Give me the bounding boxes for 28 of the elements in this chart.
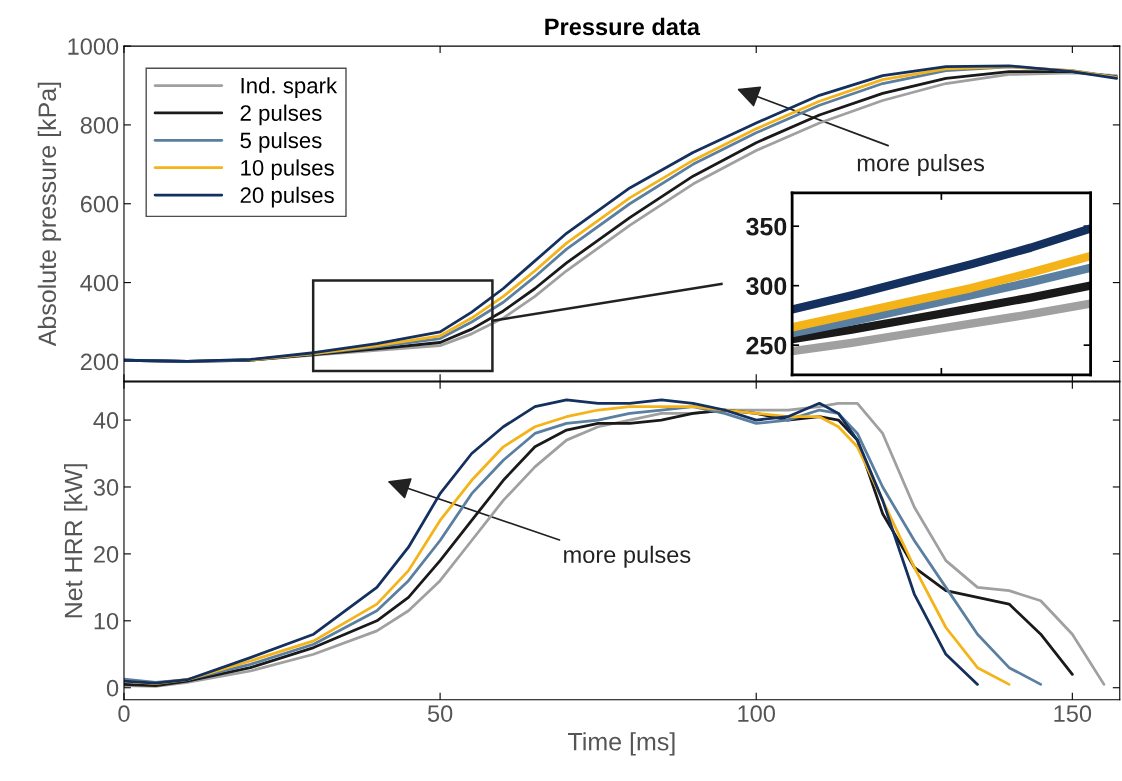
annotation: more pulses — [564, 545, 691, 568]
legend-label: 5 pulses — [240, 131, 322, 153]
y-tick-label: 250 — [746, 336, 787, 355]
y-tick-label: 400 — [80, 274, 119, 292]
y-tick-label: 600 — [80, 195, 119, 213]
y-tick-label: 10 — [94, 612, 119, 630]
y-tick-label: 350 — [746, 217, 787, 236]
y-axis-title: Absolute pressure [kPa] — [37, 82, 62, 347]
chart-title: Pressure data — [545, 17, 701, 36]
legend-label: Ind. spark — [241, 77, 338, 98]
y-tick-label: 40 — [93, 412, 119, 429]
y-tick-label: 200 — [80, 353, 119, 371]
legend-label: 20 pulses — [240, 186, 334, 208]
x-axis-title: Time [ms] — [568, 732, 675, 756]
y-tick-label: 20 — [94, 545, 119, 563]
y-tick-label: 0 — [106, 679, 119, 697]
x-tick-label: 100 — [738, 705, 775, 722]
y-tick-label: 30 — [93, 479, 119, 496]
y-tick-label: 1000 — [68, 38, 119, 55]
legend-label: 2 pulses — [240, 104, 322, 126]
x-tick-label: 0 — [118, 705, 130, 722]
x-tick-label: 50 — [427, 705, 453, 722]
legend-label: 10 pulses — [241, 159, 334, 181]
annotation: more pulses — [857, 154, 985, 177]
y-tick-label: 800 — [80, 116, 119, 134]
y-axis-title: Net HRR [kW] — [64, 464, 88, 618]
y-tick-label: 300 — [746, 277, 787, 296]
x-tick-label: 150 — [1054, 705, 1092, 722]
